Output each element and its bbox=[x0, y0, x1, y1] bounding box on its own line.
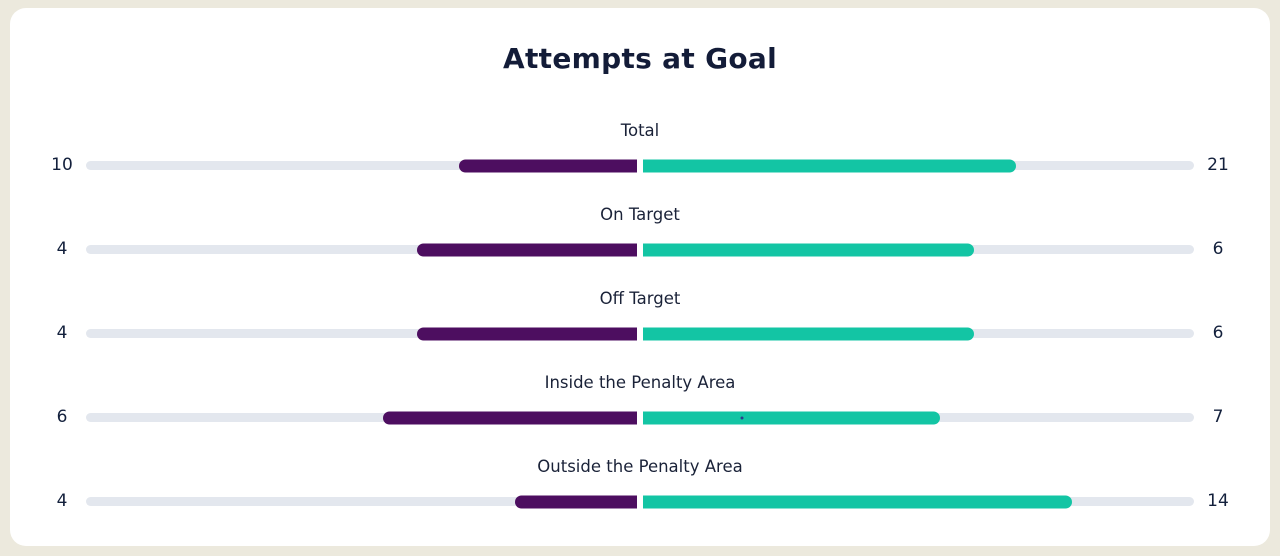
stat-row: Total 10 21 bbox=[10, 120, 1270, 176]
bar-line: 4 6 bbox=[10, 323, 1270, 344]
left-track bbox=[86, 411, 637, 424]
stat-rows-container: Total 10 21 On Target 4 6 Off Target bbox=[10, 120, 1270, 512]
stat-row: Off Target 4 6 bbox=[10, 288, 1270, 344]
left-value: 6 bbox=[56, 407, 68, 427]
left-bar bbox=[382, 411, 637, 424]
right-track bbox=[643, 495, 1194, 508]
category-label: Total bbox=[620, 121, 660, 140]
left-bar bbox=[459, 159, 637, 172]
right-track bbox=[643, 159, 1194, 172]
right-value: 6 bbox=[1212, 239, 1224, 259]
left-track bbox=[86, 159, 637, 172]
right-bar bbox=[643, 411, 940, 424]
bar-line: 6 7 bbox=[10, 407, 1270, 428]
right-value: 14 bbox=[1207, 491, 1229, 511]
left-bar bbox=[416, 243, 637, 256]
right-bar bbox=[643, 495, 1072, 508]
left-track bbox=[86, 327, 637, 340]
right-bar bbox=[643, 243, 974, 256]
chart-title: Attempts at Goal bbox=[503, 42, 777, 75]
left-value: 4 bbox=[56, 491, 68, 511]
left-bar bbox=[514, 495, 637, 508]
stat-row: Inside the Penalty Area 6 7 bbox=[10, 372, 1270, 428]
right-value: 21 bbox=[1207, 155, 1229, 175]
right-bar bbox=[643, 327, 974, 340]
left-value: 4 bbox=[56, 323, 68, 343]
category-label: On Target bbox=[600, 205, 680, 224]
right-value: 7 bbox=[1212, 407, 1224, 427]
bar-line: 4 6 bbox=[10, 239, 1270, 260]
right-track bbox=[643, 243, 1194, 256]
bar-line: 4 14 bbox=[10, 491, 1270, 512]
left-bar bbox=[416, 327, 637, 340]
right-bar bbox=[643, 159, 1017, 172]
stat-row: Outside the Penalty Area 4 14 bbox=[10, 456, 1270, 512]
right-track bbox=[643, 327, 1194, 340]
category-label: Off Target bbox=[599, 289, 681, 308]
left-value: 10 bbox=[51, 155, 73, 175]
stats-card: Attempts at Goal Total 10 21 On Target 4… bbox=[10, 8, 1270, 546]
left-track bbox=[86, 243, 637, 256]
left-track bbox=[86, 495, 637, 508]
left-value: 4 bbox=[56, 239, 68, 259]
right-track bbox=[643, 411, 1194, 424]
category-label: Outside the Penalty Area bbox=[537, 457, 743, 476]
marker-dot bbox=[740, 416, 744, 419]
bar-line: 10 21 bbox=[10, 155, 1270, 176]
category-label: Inside the Penalty Area bbox=[544, 373, 736, 392]
right-value: 6 bbox=[1212, 323, 1224, 343]
stat-row: On Target 4 6 bbox=[10, 204, 1270, 260]
